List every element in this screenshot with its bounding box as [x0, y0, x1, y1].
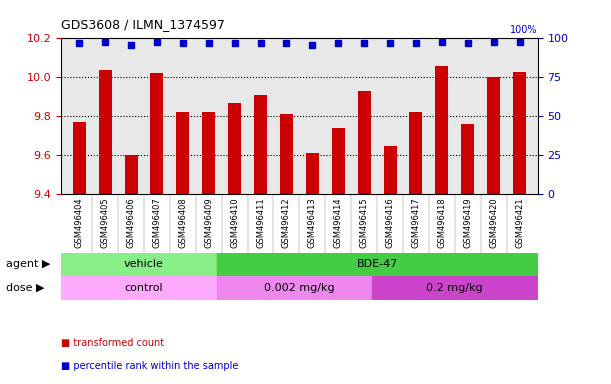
Bar: [372, 276, 538, 300]
Bar: [436, 66, 448, 194]
Bar: [280, 114, 293, 194]
Text: agent ▶: agent ▶: [6, 260, 51, 270]
Text: GSM496416: GSM496416: [386, 197, 395, 248]
Text: GSM496417: GSM496417: [411, 197, 420, 248]
Bar: [216, 276, 382, 300]
Bar: [332, 128, 345, 194]
Bar: [202, 113, 215, 194]
Text: GDS3608 / ILMN_1374597: GDS3608 / ILMN_1374597: [61, 18, 225, 31]
Text: GSM496420: GSM496420: [489, 197, 498, 248]
Bar: [357, 91, 371, 194]
Bar: [409, 113, 422, 194]
Text: GSM496406: GSM496406: [126, 197, 136, 248]
Bar: [98, 70, 112, 194]
Text: GSM496410: GSM496410: [230, 197, 239, 248]
Text: GSM496408: GSM496408: [178, 197, 188, 248]
Bar: [61, 276, 227, 300]
Bar: [254, 95, 267, 194]
Text: GSM496413: GSM496413: [308, 197, 317, 248]
Text: GSM496412: GSM496412: [282, 197, 291, 248]
Bar: [228, 103, 241, 194]
Bar: [513, 71, 526, 194]
Text: ■ transformed count: ■ transformed count: [61, 338, 164, 348]
Bar: [306, 153, 319, 194]
Bar: [487, 77, 500, 194]
Text: dose ▶: dose ▶: [6, 283, 45, 293]
Bar: [461, 124, 474, 194]
Text: GSM496419: GSM496419: [463, 197, 472, 248]
Text: vehicle: vehicle: [124, 260, 164, 270]
Bar: [384, 146, 397, 194]
Text: GSM496405: GSM496405: [101, 197, 109, 248]
Text: GSM496409: GSM496409: [204, 197, 213, 248]
Text: GSM496407: GSM496407: [152, 197, 161, 248]
Bar: [216, 253, 538, 276]
Text: 0.2 mg/kg: 0.2 mg/kg: [426, 283, 483, 293]
Bar: [150, 73, 163, 194]
Bar: [61, 253, 227, 276]
Text: 0.002 mg/kg: 0.002 mg/kg: [264, 283, 335, 293]
Text: GSM496404: GSM496404: [75, 197, 84, 248]
Bar: [177, 113, 189, 194]
Text: BDE-47: BDE-47: [356, 260, 398, 270]
Text: ■ percentile rank within the sample: ■ percentile rank within the sample: [61, 361, 238, 371]
Text: control: control: [125, 283, 163, 293]
Text: GSM496411: GSM496411: [256, 197, 265, 248]
Text: GSM496421: GSM496421: [515, 197, 524, 248]
Bar: [73, 122, 86, 194]
Text: GSM496414: GSM496414: [334, 197, 343, 248]
Text: GSM496418: GSM496418: [437, 197, 447, 248]
Text: GSM496415: GSM496415: [360, 197, 368, 248]
Bar: [125, 155, 137, 194]
Text: 100%: 100%: [510, 25, 538, 35]
